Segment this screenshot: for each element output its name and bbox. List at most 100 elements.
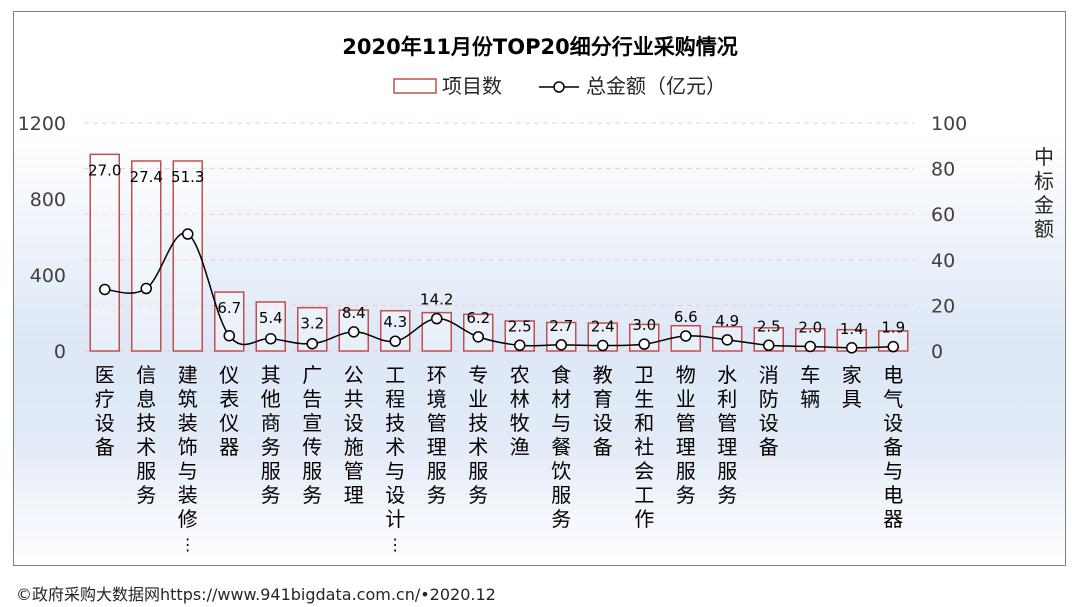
line-point xyxy=(887,340,899,353)
category-label-char: 与 xyxy=(178,459,198,483)
data-label: 2.7 xyxy=(549,317,573,335)
line-point xyxy=(182,228,194,240)
left-axis-tick-label: 0 xyxy=(54,341,66,363)
category-label-char: 餐 xyxy=(551,435,571,459)
category-label-char: ⋮ xyxy=(387,535,403,554)
category-label-char: 渔 xyxy=(510,435,530,459)
category-label-char: 术 xyxy=(468,435,488,459)
data-label: 3.0 xyxy=(632,316,656,334)
data-label: 27.4 xyxy=(130,168,163,186)
right-axis-tick-label: 100 xyxy=(931,113,967,135)
footer-source: ©政府采购大数据网https://www.941bigdata.com.cn/•… xyxy=(16,585,496,604)
right-axis-tick-label: 80 xyxy=(931,159,955,181)
category-label-char: 器 xyxy=(883,507,903,531)
category-label-char: 器 xyxy=(219,435,239,459)
category-label-char: 技 xyxy=(468,411,488,435)
series-line xyxy=(104,232,894,349)
category-label-char: 生 xyxy=(634,387,654,411)
right-axis-tick-label: 40 xyxy=(931,250,955,272)
left-axis-tick-label: 800 xyxy=(30,189,66,211)
category-label-char: 设 xyxy=(593,411,613,435)
data-label: 6.7 xyxy=(217,299,241,317)
right-axis-label-char: 金 xyxy=(1034,193,1054,217)
category-label-char: 水 xyxy=(717,363,737,387)
left-axis-tick-label: 400 xyxy=(30,265,66,287)
line-point xyxy=(223,329,235,342)
data-label: 27.0 xyxy=(88,161,121,179)
category-label-char: 与 xyxy=(551,411,571,435)
category-label-char: 设 xyxy=(344,411,364,435)
category-label-char: 设 xyxy=(385,483,405,507)
category-label-char: 饰 xyxy=(178,435,198,459)
line-point xyxy=(846,342,858,354)
category-label-char: 备 xyxy=(95,435,115,459)
category-label-char: 环 xyxy=(427,363,447,387)
category-label-char: 与 xyxy=(385,459,405,483)
category-label-char: 传 xyxy=(302,435,322,459)
data-label: 6.2 xyxy=(466,309,490,327)
category-label-char: 服 xyxy=(302,459,322,483)
category-label-char: 电 xyxy=(883,483,903,507)
chart-frame: 2020年11月份TOP20细分行业采购情况 项目数 总金额（亿元） 0 400 80… xyxy=(13,11,1066,566)
category-label-char: 备 xyxy=(593,435,613,459)
category-label-char: 设 xyxy=(759,411,779,435)
category-label-char: 医 xyxy=(95,363,115,387)
data-label: 6.6 xyxy=(674,308,698,326)
category-label-char: 理 xyxy=(676,435,696,459)
bar xyxy=(172,160,203,352)
category-label-char: 务 xyxy=(427,483,447,507)
category-label-char: 服 xyxy=(717,459,737,483)
bar xyxy=(214,291,245,352)
data-label: 1.9 xyxy=(881,319,905,337)
category-label-char: 服 xyxy=(676,459,696,483)
category-label-char: 业 xyxy=(468,387,488,411)
category-label-char: 技 xyxy=(385,411,405,435)
category-labels: 医疗设备信息技术服务建筑装饰与装修⋮仪表仪器其他商务服务广告宣传服务公共设施管理… xyxy=(95,363,904,554)
category-label-char: 教 xyxy=(593,363,613,387)
category-label-char: 利 xyxy=(717,387,737,411)
category-label-char: 计 xyxy=(385,507,405,531)
category-label-char: 物 xyxy=(676,363,696,387)
right-axis-label-char: 标 xyxy=(1034,169,1054,193)
category-label-char: 防 xyxy=(759,387,779,411)
legend: 项目数 总金额（亿元） xyxy=(393,74,726,98)
data-label: 2.0 xyxy=(798,318,822,336)
category-label-char: 技 xyxy=(136,411,156,435)
category-label-char: 商 xyxy=(261,411,281,435)
category-label-char: 理 xyxy=(427,435,447,459)
right-axis-label-char: 中 xyxy=(1034,145,1054,169)
category-label-char: 务 xyxy=(136,483,156,507)
bar-series xyxy=(89,153,909,352)
category-label-char: 务 xyxy=(261,435,281,459)
category-label-char: 宣 xyxy=(302,411,322,435)
category-label-char: 管 xyxy=(717,411,737,435)
category-label-char: ⋮ xyxy=(180,535,196,554)
category-label-char: 表 xyxy=(219,387,239,411)
category-label-char: 工 xyxy=(385,363,405,387)
line-point xyxy=(514,339,526,352)
category-label-char: 务 xyxy=(261,483,281,507)
legend-bar-label: 项目数 xyxy=(442,74,502,98)
category-label-char: 材 xyxy=(551,387,571,411)
category-label-char: 电 xyxy=(883,363,903,387)
category-label-char: 工 xyxy=(634,483,654,507)
category-label-char: 务 xyxy=(302,483,322,507)
category-label-char: 业 xyxy=(676,387,696,411)
bar xyxy=(89,153,120,352)
category-label-char: 管 xyxy=(344,459,364,483)
data-label: 14.2 xyxy=(420,291,453,309)
category-label-char: 务 xyxy=(551,507,571,531)
data-label: 3.2 xyxy=(300,315,324,333)
category-label-char: 车 xyxy=(800,363,820,387)
category-label-char: 程 xyxy=(385,387,405,411)
category-label-char: 装 xyxy=(178,483,198,507)
category-label-char: 公 xyxy=(344,363,364,387)
